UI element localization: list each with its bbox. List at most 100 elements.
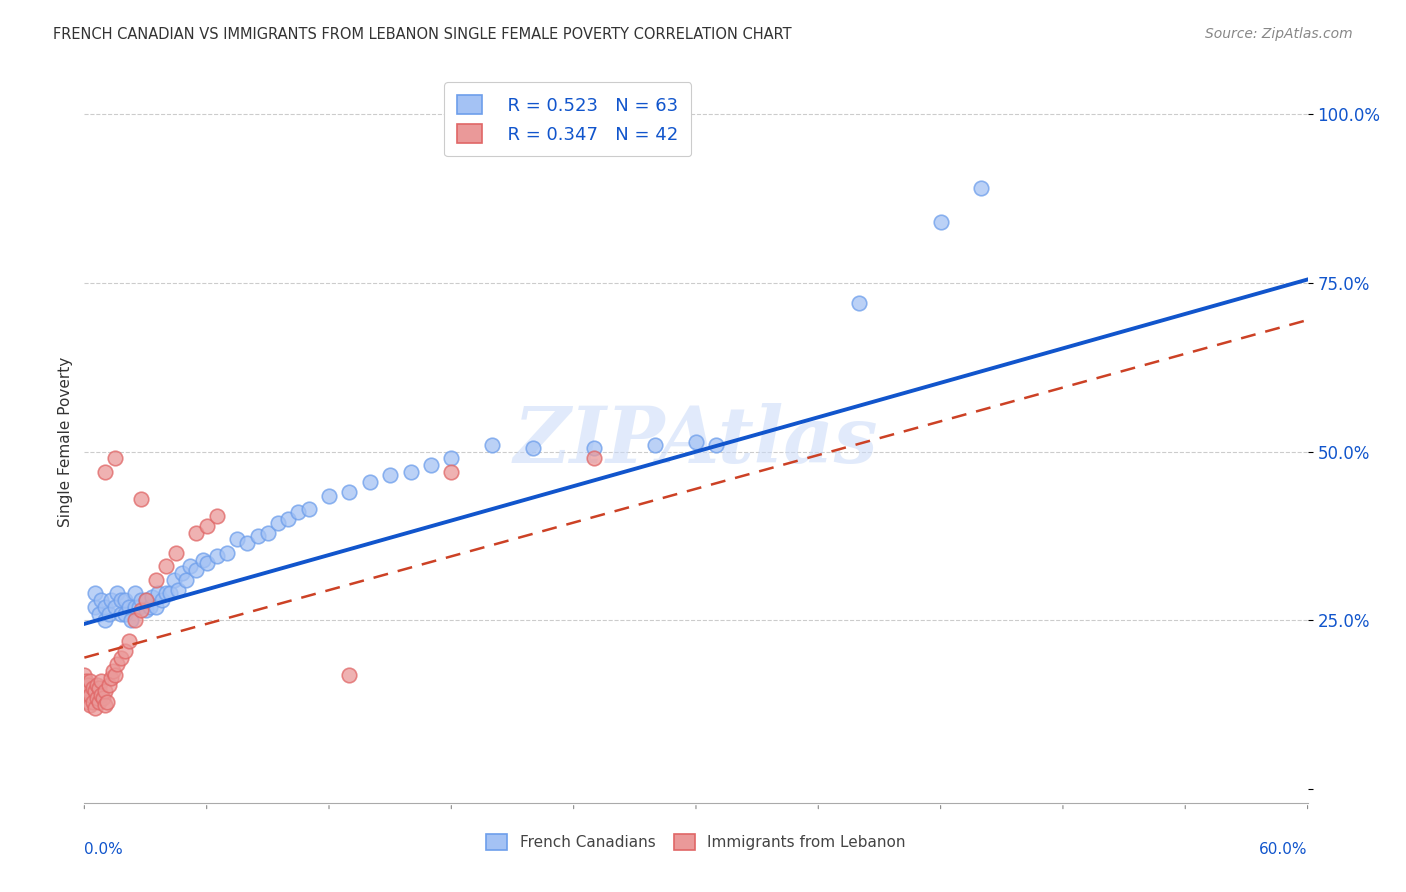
Point — [481, 438, 503, 452]
Text: Source: ZipAtlas.com: Source: ZipAtlas.com — [1205, 27, 1353, 41]
Point — [236, 536, 259, 550]
Point — [79, 688, 101, 702]
Point — [706, 438, 728, 452]
Point — [522, 442, 544, 456]
Point — [399, 465, 422, 479]
Point — [195, 519, 218, 533]
Point — [97, 607, 120, 621]
Point — [380, 468, 402, 483]
Point — [93, 698, 115, 712]
Point — [104, 599, 127, 614]
Point — [114, 593, 136, 607]
Point — [90, 688, 112, 702]
Point — [104, 451, 127, 466]
Y-axis label: Single Female Poverty: Single Female Poverty — [58, 357, 73, 526]
Point — [186, 563, 208, 577]
Point — [90, 593, 112, 607]
Point — [359, 475, 381, 489]
Point — [339, 667, 361, 681]
Point — [83, 599, 105, 614]
Point — [83, 586, 105, 600]
Point — [267, 516, 290, 530]
Point — [82, 681, 104, 695]
Point — [118, 599, 141, 614]
Point — [141, 590, 163, 604]
Point — [339, 485, 361, 500]
Point — [118, 633, 141, 648]
Point — [172, 566, 194, 581]
Point — [929, 215, 952, 229]
Point — [77, 684, 100, 698]
Point — [217, 546, 239, 560]
Point — [86, 691, 108, 706]
Point — [79, 674, 101, 689]
Point — [131, 593, 153, 607]
Point — [191, 552, 214, 566]
Point — [93, 684, 115, 698]
Point — [440, 451, 463, 466]
Point — [135, 593, 157, 607]
Text: FRENCH CANADIAN VS IMMIGRANTS FROM LEBANON SINGLE FEMALE POVERTY CORRELATION CHA: FRENCH CANADIAN VS IMMIGRANTS FROM LEBAN… — [53, 27, 792, 42]
Point — [155, 559, 177, 574]
Point — [93, 599, 115, 614]
Point — [131, 603, 153, 617]
Point — [195, 556, 218, 570]
Point — [150, 593, 173, 607]
Point — [159, 586, 181, 600]
Point — [105, 657, 128, 672]
Point — [101, 664, 124, 678]
Point — [287, 505, 309, 519]
Point — [96, 694, 118, 708]
Point — [138, 599, 160, 614]
Point — [124, 599, 146, 614]
Point — [82, 694, 104, 708]
Point — [163, 573, 186, 587]
Point — [91, 691, 114, 706]
Point — [100, 671, 122, 685]
Point — [87, 607, 110, 621]
Point — [167, 583, 190, 598]
Point — [257, 525, 280, 540]
Point — [145, 573, 167, 587]
Point — [104, 667, 127, 681]
Point — [145, 599, 167, 614]
Point — [110, 607, 132, 621]
Point — [79, 698, 101, 712]
Point — [205, 549, 228, 564]
Point — [420, 458, 443, 472]
Text: 60.0%: 60.0% — [1260, 842, 1308, 856]
Point — [848, 296, 870, 310]
Point — [440, 465, 463, 479]
Point — [110, 650, 132, 665]
Point — [100, 593, 122, 607]
Point — [246, 529, 269, 543]
Point — [155, 586, 177, 600]
Point — [174, 573, 197, 587]
Point — [83, 701, 105, 715]
Point — [110, 593, 132, 607]
Point — [179, 559, 201, 574]
Point — [83, 684, 105, 698]
Point — [277, 512, 299, 526]
Point — [298, 502, 321, 516]
Point — [105, 586, 128, 600]
Point — [93, 614, 115, 628]
Point — [124, 586, 146, 600]
Point — [90, 674, 112, 689]
Point — [131, 491, 153, 506]
Point — [114, 644, 136, 658]
Point — [124, 614, 146, 628]
Point — [114, 607, 136, 621]
Point — [186, 525, 208, 540]
Point — [644, 438, 666, 452]
Point — [165, 546, 187, 560]
Point — [970, 181, 993, 195]
Point — [75, 681, 97, 695]
Point — [128, 599, 150, 614]
Point — [73, 667, 96, 681]
Point — [226, 533, 249, 547]
Point — [135, 593, 157, 607]
Point — [93, 465, 115, 479]
Point — [77, 694, 100, 708]
Point — [97, 678, 120, 692]
